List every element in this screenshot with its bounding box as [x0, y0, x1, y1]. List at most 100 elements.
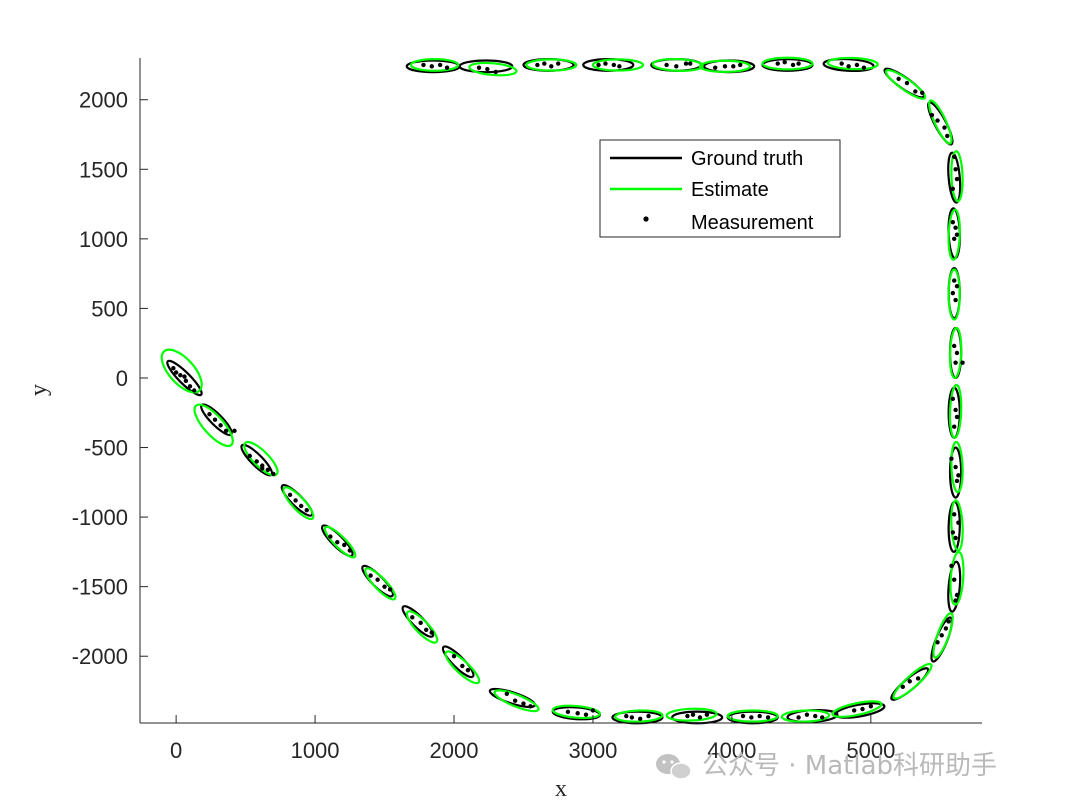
- measurement-point-117: [790, 62, 796, 68]
- y-tick-label-8: -2000: [72, 644, 128, 669]
- measurement-point-139: [429, 64, 434, 69]
- estimate-ellipse-8: [493, 689, 540, 713]
- measurement-point-133: [549, 64, 554, 69]
- measurement-point-8: [212, 417, 218, 422]
- measurement-point-86: [952, 424, 957, 429]
- measurement-point-26: [368, 573, 373, 578]
- measurement-point-71: [949, 563, 954, 568]
- measurement-point-68: [939, 633, 944, 638]
- y-tick-label-1: 1500: [79, 157, 128, 182]
- measurement-point-94: [952, 278, 957, 283]
- measurement-point-39: [521, 701, 526, 706]
- y-tick-label-3: 500: [91, 296, 128, 321]
- measurement-point-105: [942, 125, 947, 130]
- x-ticks: 0 1000 2000 3000 4000 5000: [170, 715, 895, 763]
- measurement-point-91: [953, 297, 958, 303]
- estimate-ellipse-15: [892, 662, 933, 700]
- measurement-point-104: [935, 118, 940, 123]
- estimate-ellipse-17: [949, 550, 965, 606]
- measurement-point-32: [424, 627, 429, 632]
- measurement-point-106: [945, 133, 950, 139]
- measurement-point-76: [956, 520, 961, 525]
- measurement-point-88: [954, 350, 960, 356]
- measurement-point-43: [583, 712, 589, 717]
- measurement-point-1: [178, 372, 183, 378]
- measurement-point-131: [535, 62, 540, 68]
- measurement-point-54: [749, 715, 754, 720]
- watermark: 公众号 · Matlab科研助手: [656, 751, 997, 781]
- measurement-point-48: [646, 713, 651, 719]
- measurement-point-75: [952, 512, 957, 517]
- measurement-point-132: [542, 61, 547, 66]
- measurement-point-6: [182, 374, 187, 379]
- measurement-point-4: [191, 388, 197, 393]
- estimate-ellipse-26: [884, 69, 927, 100]
- measurement-point-137: [493, 69, 498, 75]
- measurement-point-109: [913, 89, 918, 94]
- measurement-point-49: [685, 713, 690, 719]
- y-tick-label-5: -500: [84, 436, 128, 461]
- measurement-point-102: [954, 176, 960, 182]
- measurement-point-65: [907, 679, 912, 684]
- measurement-point-112: [846, 64, 851, 69]
- legend-measurement-swatch: [643, 216, 649, 222]
- measurement-point-90: [960, 360, 965, 365]
- measurement-point-100: [953, 167, 958, 172]
- estimate-ellipse-30: [651, 57, 704, 72]
- measurement-point-72: [952, 577, 957, 582]
- x-tick-label-1: 1000: [291, 738, 340, 763]
- y-axis-label: y: [26, 384, 52, 396]
- measurement-point-45: [624, 713, 629, 719]
- measurement-point-64: [900, 684, 906, 690]
- measurement-point-130: [617, 64, 622, 69]
- estimate-ellipse-9: [551, 704, 601, 720]
- wechat-icon: [656, 754, 692, 780]
- measurement-point-77: [950, 530, 956, 535]
- estimate-ellipse-11: [665, 707, 718, 722]
- measurement-point-33: [429, 630, 434, 635]
- measurement-point-87: [953, 360, 958, 365]
- measurement-point-113: [854, 62, 860, 68]
- ground-truth-ellipse-17: [947, 560, 962, 613]
- ground-truth-ellipse-34: [405, 59, 461, 74]
- measurement-point-51: [697, 715, 703, 720]
- measurement-point-98: [950, 219, 956, 225]
- y-tick-label-0: 2000: [79, 88, 128, 113]
- measurement-point-124: [674, 64, 679, 69]
- estimate-ellipse-14: [831, 700, 883, 718]
- measurement-point-92: [950, 290, 956, 296]
- measurement-point-52: [704, 712, 710, 717]
- ground-truth-ellipse-11: [671, 710, 724, 725]
- measurement-point-40: [528, 704, 533, 709]
- measurement-point-84: [953, 407, 958, 413]
- measurement-point-101: [950, 186, 956, 191]
- measurement-point-3: [187, 384, 193, 389]
- measurement-point-141: [444, 65, 450, 70]
- estimate-ellipse-13: [780, 709, 831, 723]
- measurement-point-85: [954, 414, 960, 420]
- measurement-point-47: [637, 716, 643, 722]
- measurement-point-29: [387, 587, 393, 592]
- measurement-point-12: [247, 453, 252, 459]
- estimate-ellipse-21: [948, 326, 963, 380]
- estimate-ellipses: [160, 56, 965, 723]
- measurement-point-18: [287, 492, 293, 498]
- measurement-point-63: [868, 704, 874, 709]
- ground-truth-ellipse-14: [833, 702, 886, 719]
- measurement-point-46: [629, 715, 635, 720]
- measurement-point-27: [375, 577, 380, 582]
- measurement-point-56: [765, 715, 771, 720]
- measurement-point-62: [860, 706, 865, 712]
- estimate-ellipse-28: [761, 56, 814, 71]
- measurement-point-60: [820, 715, 825, 720]
- measurement-point-21: [304, 507, 309, 513]
- measurement-point-79: [949, 456, 954, 461]
- measurement-point-138: [421, 62, 426, 68]
- estimate-ellipse-25: [928, 99, 953, 145]
- x-tick-label-2: 2000: [430, 738, 479, 763]
- estimate-ellipse-2: [243, 440, 279, 477]
- measurement-point-31: [418, 620, 423, 626]
- measurement-point-55: [757, 713, 762, 719]
- measurement-point-34: [451, 654, 457, 659]
- measurement-point-81: [956, 473, 961, 478]
